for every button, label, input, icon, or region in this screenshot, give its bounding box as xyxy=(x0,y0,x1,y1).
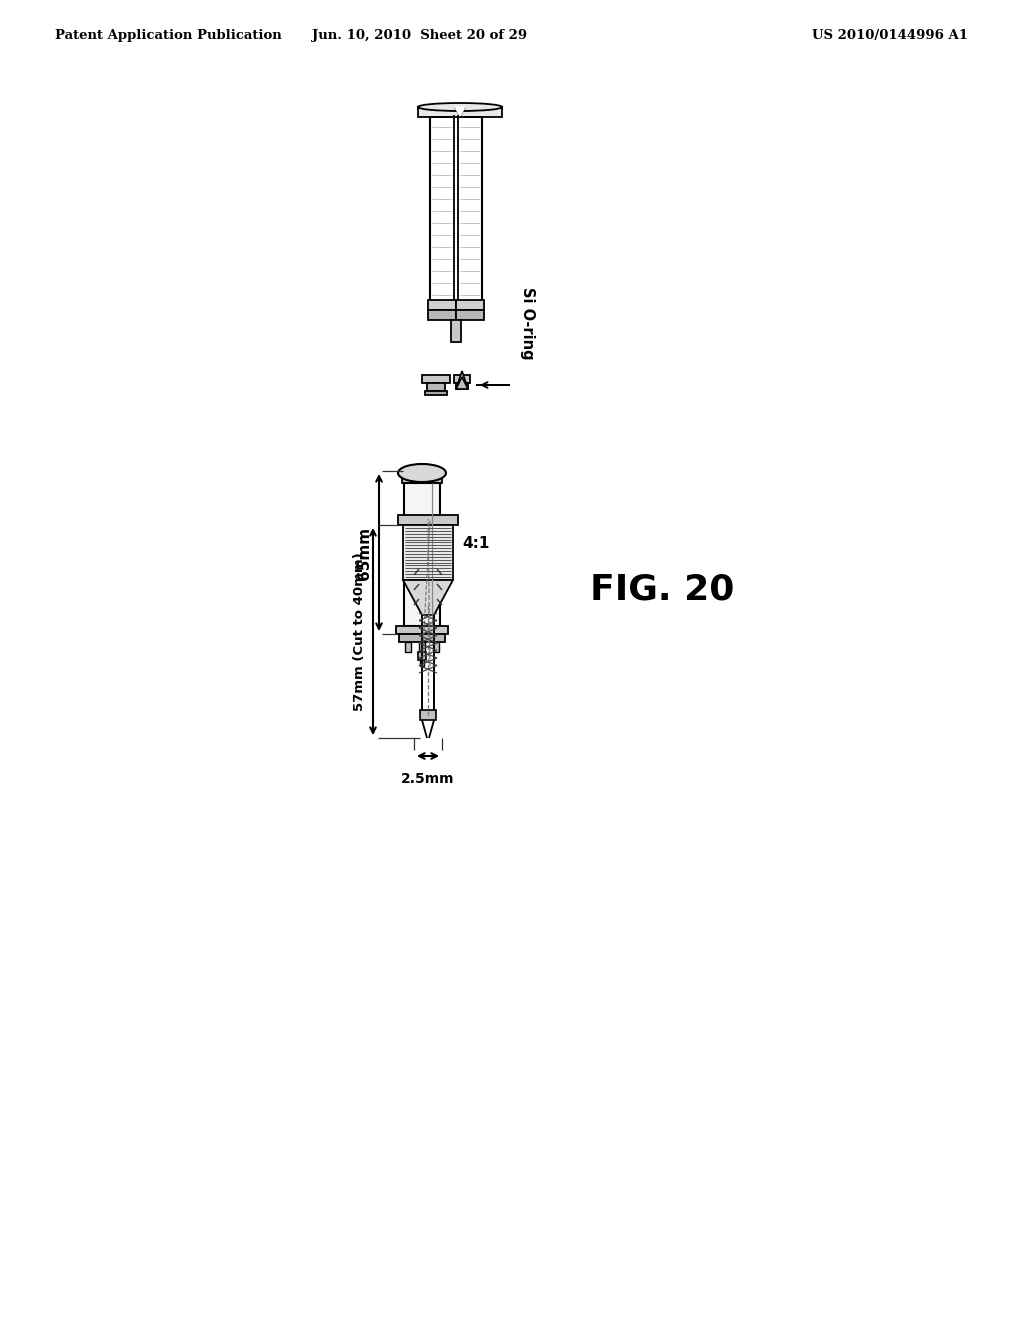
Text: Jun. 10, 2010  Sheet 20 of 29: Jun. 10, 2010 Sheet 20 of 29 xyxy=(312,29,527,42)
Bar xyxy=(456,310,484,319)
Ellipse shape xyxy=(398,465,446,482)
Bar xyxy=(428,300,456,310)
Polygon shape xyxy=(456,371,468,389)
Bar xyxy=(433,642,439,652)
Text: 65mm: 65mm xyxy=(357,527,372,579)
Bar xyxy=(428,310,456,319)
Bar xyxy=(451,319,461,342)
Text: Patent Application Publication: Patent Application Publication xyxy=(55,29,282,42)
Text: FIG. 20: FIG. 20 xyxy=(590,573,734,607)
Bar xyxy=(396,626,449,634)
Bar xyxy=(402,475,442,483)
Bar xyxy=(403,525,453,579)
Text: 2.5mm: 2.5mm xyxy=(401,772,455,785)
Text: US 2010/0144996 A1: US 2010/0144996 A1 xyxy=(812,29,968,42)
Bar xyxy=(399,634,445,642)
Text: Si O-ring: Si O-ring xyxy=(520,288,536,360)
Text: 4:1: 4:1 xyxy=(462,536,489,552)
Bar xyxy=(454,375,470,383)
Text: 57mm (Cut to 40mm): 57mm (Cut to 40mm) xyxy=(353,553,366,711)
Bar xyxy=(398,515,458,525)
Bar xyxy=(404,483,440,626)
Bar xyxy=(406,642,411,652)
Bar xyxy=(422,375,450,383)
Bar xyxy=(420,660,424,667)
Bar xyxy=(418,652,426,660)
Polygon shape xyxy=(455,107,465,116)
Bar xyxy=(456,383,468,389)
Bar xyxy=(456,300,484,310)
Bar xyxy=(419,642,425,652)
Bar xyxy=(418,107,502,117)
Bar xyxy=(420,710,436,719)
Bar xyxy=(427,383,445,391)
Bar xyxy=(425,391,447,395)
Polygon shape xyxy=(456,378,468,389)
Polygon shape xyxy=(403,579,453,615)
Ellipse shape xyxy=(418,103,502,111)
